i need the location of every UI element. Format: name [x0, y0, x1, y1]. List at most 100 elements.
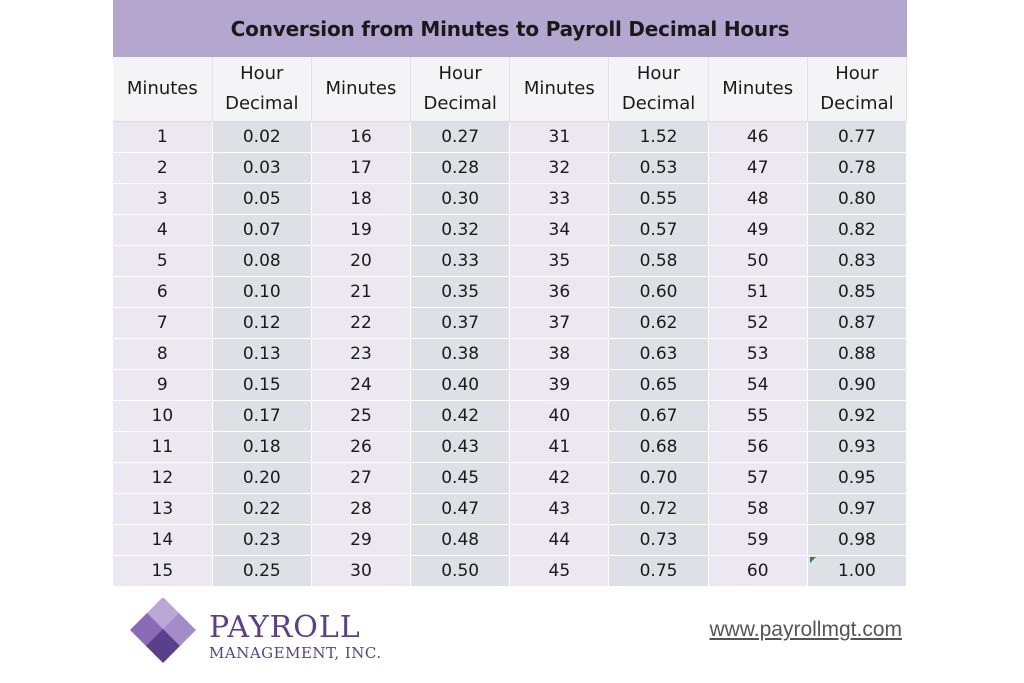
minutes-cell: 36 — [509, 276, 610, 308]
minutes-cell: 8 — [113, 338, 213, 370]
minutes-cell: 20 — [311, 245, 412, 277]
minutes-cell: 11 — [113, 431, 213, 463]
minutes-cell: 53 — [708, 338, 808, 370]
hour-decimal-cell: 0.23 — [212, 524, 312, 556]
minutes-header: Minutes — [113, 57, 213, 122]
minutes-cell: 9 — [113, 369, 213, 401]
minutes-cell: 18 — [311, 183, 412, 215]
minutes-cell: 23 — [311, 338, 412, 370]
minutes-cell: 60 — [708, 555, 808, 587]
hour-decimal-cell: 0.45 — [410, 462, 511, 494]
hour-decimal-cell: 0.67 — [608, 400, 709, 432]
hour-decimal-cell: 0.18 — [212, 431, 312, 463]
minutes-cell: 2 — [113, 152, 213, 184]
hour-decimal-cell: 0.68 — [608, 431, 709, 463]
minutes-cell: 3 — [113, 183, 213, 215]
table-row: 14 0.23 29 0.48 44 0.73 59 0.98 — [113, 524, 908, 556]
hour-decimal-cell: 0.05 — [212, 183, 312, 215]
minutes-cell: 29 — [311, 524, 412, 556]
hour-decimal-cell: 0.02 — [212, 121, 312, 153]
table-title: Conversion from Minutes to Payroll Decim… — [113, 0, 907, 57]
minutes-cell: 16 — [311, 121, 412, 153]
hour-decimal-cell: 0.58 — [608, 245, 709, 277]
hour-decimal-cell: 0.77 — [807, 121, 908, 153]
minutes-cell: 47 — [708, 152, 808, 184]
minutes-cell: 27 — [311, 462, 412, 494]
hour-decimal-cell: 0.70 — [608, 462, 709, 494]
conversion-sheet: Conversion from Minutes to Payroll Decim… — [113, 0, 908, 587]
table-row: 8 0.13 23 0.38 38 0.63 53 0.88 — [113, 338, 908, 370]
minutes-cell: 44 — [509, 524, 610, 556]
hour-decimal-cell: 0.80 — [807, 183, 908, 215]
minutes-cell: 7 — [113, 307, 213, 339]
minutes-cell: 1 — [113, 121, 213, 153]
hour-decimal-cell: 0.37 — [410, 307, 511, 339]
minutes-cell: 14 — [113, 524, 213, 556]
minutes-header: Minutes — [509, 57, 610, 122]
minutes-cell: 13 — [113, 493, 213, 525]
hour-decimal-cell: 0.20 — [212, 462, 312, 494]
minutes-cell: 31 — [509, 121, 610, 153]
minutes-cell: 24 — [311, 369, 412, 401]
hour-decimal-cell: 0.33 — [410, 245, 511, 277]
minutes-cell: 5 — [113, 245, 213, 277]
minutes-cell: 19 — [311, 214, 412, 246]
hour-decimal-cell: 0.65 — [608, 369, 709, 401]
hour-decimal-cell: 0.07 — [212, 214, 312, 246]
hour-decimal-cell: 0.12 — [212, 307, 312, 339]
conversion-table: Minutes Hour Decimal Minutes Hour Decimal … — [113, 57, 908, 587]
minutes-cell: 10 — [113, 400, 213, 432]
minutes-cell: 28 — [311, 493, 412, 525]
minutes-cell: 21 — [311, 276, 412, 308]
table-row: 10 0.17 25 0.42 40 0.67 55 0.92 — [113, 400, 908, 432]
minutes-cell: 6 — [113, 276, 213, 308]
hour-decimal-cell: 0.92 — [807, 400, 908, 432]
minutes-cell: 39 — [509, 369, 610, 401]
minutes-cell: 48 — [708, 183, 808, 215]
hour-decimal-cell: 0.87 — [807, 307, 908, 339]
minutes-cell: 22 — [311, 307, 412, 339]
minutes-cell: 56 — [708, 431, 808, 463]
hour-decimal-cell: 0.38 — [410, 338, 511, 370]
hour-decimal-cell: 0.60 — [608, 276, 709, 308]
hour-decimal-cell: 0.43 — [410, 431, 511, 463]
hour-decimal-cell: 0.03 — [212, 152, 312, 184]
hour-decimal-header: Hour Decimal — [807, 57, 908, 122]
minutes-cell: 33 — [509, 183, 610, 215]
hour-decimal-cell: 0.25 — [212, 555, 312, 587]
minutes-cell: 57 — [708, 462, 808, 494]
diamond-cluster-logo-icon — [130, 598, 196, 663]
minutes-cell: 35 — [509, 245, 610, 277]
brand-wordmark: PAYROLL MANAGEMENT, INC. — [209, 612, 382, 663]
minutes-cell: 49 — [708, 214, 808, 246]
minutes-cell: 25 — [311, 400, 412, 432]
hour-decimal-cell: 0.82 — [807, 214, 908, 246]
hour-decimal-cell: 0.50 — [410, 555, 511, 587]
hour-decimal-cell: 0.35 — [410, 276, 511, 308]
hour-decimal-cell: 0.17 — [212, 400, 312, 432]
minutes-cell: 58 — [708, 493, 808, 525]
website-link[interactable]: www.payrollmgt.com — [709, 618, 902, 641]
hour-decimal-cell: 0.57 — [608, 214, 709, 246]
hour-decimal-header: Hour Decimal — [608, 57, 709, 122]
table-row: 5 0.08 20 0.33 35 0.58 50 0.83 — [113, 245, 908, 277]
hour-decimal-cell: 0.47 — [410, 493, 511, 525]
hour-decimal-cell: 0.93 — [807, 431, 908, 463]
minutes-cell: 34 — [509, 214, 610, 246]
minutes-cell: 40 — [509, 400, 610, 432]
hour-decimal-cell: 0.85 — [807, 276, 908, 308]
table-body: 1 0.02 16 0.27 31 1.52 46 0.77 2 0.03 17 0.28 32 0.53… — [113, 121, 908, 587]
hour-decimal-cell: 0.90 — [807, 369, 908, 401]
hour-decimal-cell: 0.97 — [807, 493, 908, 525]
table-row: 11 0.18 26 0.43 41 0.68 56 0.93 — [113, 431, 908, 463]
table-row: 3 0.05 18 0.30 33 0.55 48 0.80 — [113, 183, 908, 215]
minutes-cell: 37 — [509, 307, 610, 339]
minutes-cell: 38 — [509, 338, 610, 370]
minutes-cell: 45 — [509, 555, 610, 587]
hour-decimal-cell: 0.72 — [608, 493, 709, 525]
minutes-cell: 42 — [509, 462, 610, 494]
hour-decimal-cell: 0.53 — [608, 152, 709, 184]
table-row: 7 0.12 22 0.37 37 0.62 52 0.87 — [113, 307, 908, 339]
minutes-cell: 55 — [708, 400, 808, 432]
minutes-cell: 52 — [708, 307, 808, 339]
